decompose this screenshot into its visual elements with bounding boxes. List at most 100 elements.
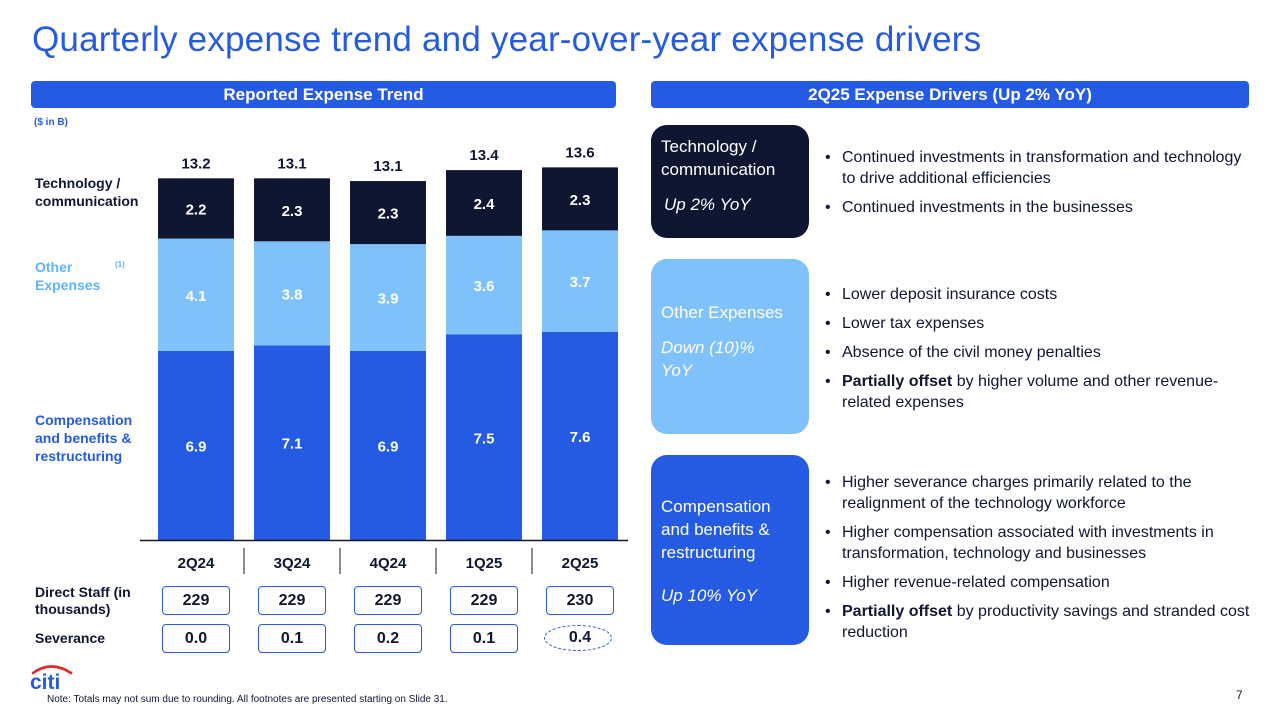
bar-segment-2Q25-2: [542, 167, 618, 231]
bar-segment-2Q24-1: [158, 238, 234, 351]
bar-segment-2Q25-0: [542, 331, 618, 540]
driver-bullet-text: Higher revenue-related compensation: [842, 574, 1110, 591]
severance-label: Severance: [35, 630, 106, 646]
severance-highlight-oval: [544, 625, 612, 651]
x-tick-label: 1Q25: [466, 555, 503, 572]
driver-bullet: Lower deposit insurance costs: [820, 284, 1250, 305]
row-label-other-expenses: Other Expenses (1): [35, 258, 125, 294]
bar-segment-3Q24-0: [254, 345, 330, 540]
direct-staff-box: 229: [450, 586, 518, 615]
bar-value-label: 7.6: [570, 429, 591, 446]
driver-card-compensation-change: Up 10% YoY: [661, 586, 758, 605]
driver-card-technology-title: Technology / communication: [661, 137, 776, 179]
expense-trend-chart: 6.9 4.1 2.2 13.2 2Q24 7.1 3.8 2.3 13.1 3Q24 6.9 3.9…: [140, 144, 628, 574]
footnote: Note: Totals may not sum due to rounding…: [47, 694, 448, 705]
driver-bullet: Partially offset by productivity savings…: [820, 601, 1250, 643]
x-tick-label: 3Q24: [274, 555, 311, 572]
bar-value-label: 2.3: [282, 203, 303, 220]
expense-drivers-header: 2Q25 Expense Drivers (Up 2% YoY): [651, 81, 1249, 108]
driver-card-other-change: Down (10)% YoY: [661, 338, 755, 380]
bar-value-label: 3.9: [378, 291, 399, 308]
bar-segment-4Q24-0: [350, 350, 426, 540]
driver-bullet: Continued investments in the businesses: [820, 197, 1250, 218]
page-title: Quarterly expense trend and year-over-ye…: [32, 20, 982, 59]
severance-box: 0.0: [162, 624, 230, 653]
page-number: 7: [1236, 688, 1243, 702]
driver-bullet-text: Lower deposit insurance costs: [842, 286, 1058, 303]
citi-logo-svg: citi: [30, 665, 73, 694]
bar-value-label: 2.4: [474, 196, 496, 213]
x-tick-label: 2Q25: [562, 555, 599, 572]
direct-staff-label-text: Direct Staff (in thousands): [35, 584, 131, 617]
driver-bullet-emphasis: Partially offset: [842, 603, 953, 620]
driver-bullet-text: Higher compensation associated with inve…: [842, 524, 1214, 562]
driver-card-technology: Technology / communication Up 2% YoY: [651, 125, 809, 238]
driver-card-compensation: Compensation and benefits & restructurin…: [651, 455, 809, 645]
bar-segment-3Q24-2: [254, 178, 330, 242]
technology-driver-bullets: Continued investments in transformation …: [820, 147, 1250, 226]
bar-value-label: 6.9: [378, 438, 399, 455]
severance-box: 0.1: [258, 624, 326, 653]
direct-staff-box: 229: [162, 586, 230, 615]
row-label-other-text: Other Expenses: [35, 259, 101, 293]
bar-total-label: 13.6: [565, 144, 594, 161]
bar-total-label: 13.1: [277, 155, 306, 172]
bar-value-label: 3.6: [474, 278, 495, 295]
x-tick-label: 2Q24: [178, 555, 215, 572]
driver-card-other-expenses: Other Expenses Down (10)% YoY: [651, 259, 809, 434]
bar-value-label: 7.1: [282, 436, 303, 453]
row-label-technology: Technology / communication: [35, 174, 150, 210]
driver-bullet: Lower tax expenses: [820, 313, 1250, 334]
driver-bullet-text: Continued investments in transformation …: [842, 149, 1242, 187]
direct-staff-box: 230: [546, 586, 614, 615]
citi-logo-text: citi: [30, 671, 60, 690]
driver-bullet-text: Continued investments in the businesses: [842, 199, 1133, 216]
x-tick-label: 4Q24: [370, 555, 407, 572]
compensation-driver-bullets: Higher severance charges primarily relat…: [820, 472, 1250, 651]
driver-bullet-text: Lower tax expenses: [842, 315, 985, 332]
row-label-other-footnote: (1): [115, 260, 125, 269]
driver-bullet: Absence of the civil money penalties: [820, 342, 1250, 363]
row-label-technology-text: Technology / communication: [35, 175, 139, 209]
expense-trend-chart-svg: 6.9 4.1 2.2 13.2 2Q24 7.1 3.8 2.3 13.1 3Q24 6.9 3.9…: [140, 144, 628, 574]
bar-value-label: 2.2: [186, 201, 207, 218]
driver-bullet-text: by productivity savings and stranded cos…: [842, 603, 1250, 641]
bar-value-label: 3.7: [570, 274, 591, 291]
citi-logo: citi: [29, 662, 79, 694]
bar-total-label: 13.2: [181, 155, 210, 172]
driver-bullet: Partially offset by higher volume and ot…: [820, 371, 1250, 413]
driver-card-technology-change: Up 2% YoY: [664, 195, 751, 214]
bar-value-label: 2.3: [570, 192, 591, 209]
bar-total-label: 13.1: [373, 158, 402, 175]
driver-bullet-text: Higher severance charges primarily relat…: [842, 474, 1192, 512]
driver-bullet-text: Absence of the civil money penalties: [842, 344, 1101, 361]
bar-total-label: 13.4: [469, 147, 499, 164]
bar-segment-4Q24-1: [350, 244, 426, 351]
direct-staff-box: 229: [354, 586, 422, 615]
severance-box: 0.4: [544, 624, 614, 653]
bar-value-label: 2.3: [378, 206, 399, 223]
bar-segment-4Q24-2: [350, 181, 426, 245]
driver-bullet: Higher revenue-related compensation: [820, 572, 1250, 593]
direct-staff-label: Direct Staff (in thousands): [35, 584, 140, 618]
driver-bullet-text: by higher volume and other revenue-relat…: [842, 373, 1219, 411]
bar-segment-1Q25-1: [446, 235, 522, 335]
bar-value-label: 4.1: [186, 288, 207, 305]
bar-segment-2Q24-2: [158, 178, 234, 239]
bar-segment-2Q25-1: [542, 230, 618, 332]
bar-value-label: 3.8: [282, 286, 303, 303]
citi-logo-arc: [31, 665, 73, 675]
driver-card-other-title: Other Expenses: [661, 303, 783, 322]
bar-value-label: 7.5: [474, 430, 495, 447]
other-expenses-driver-bullets: Lower deposit insurance costs Lower tax e…: [820, 284, 1250, 421]
row-label-compensation-text: Compensation and benefits & restructurin…: [35, 412, 133, 464]
bar-segment-1Q25-0: [446, 334, 522, 540]
direct-staff-box: 229: [258, 586, 326, 615]
driver-card-compensation-title: Compensation and benefits & restructurin…: [661, 497, 771, 562]
bar-segment-1Q25-2: [446, 170, 522, 236]
unit-label: ($ in B): [34, 117, 68, 128]
reported-expense-trend-header: Reported Expense Trend: [31, 81, 616, 108]
driver-bullet: Higher compensation associated with inve…: [820, 522, 1250, 564]
bar-segment-2Q24-0: [158, 350, 234, 540]
driver-bullet: Higher severance charges primarily relat…: [820, 472, 1250, 514]
